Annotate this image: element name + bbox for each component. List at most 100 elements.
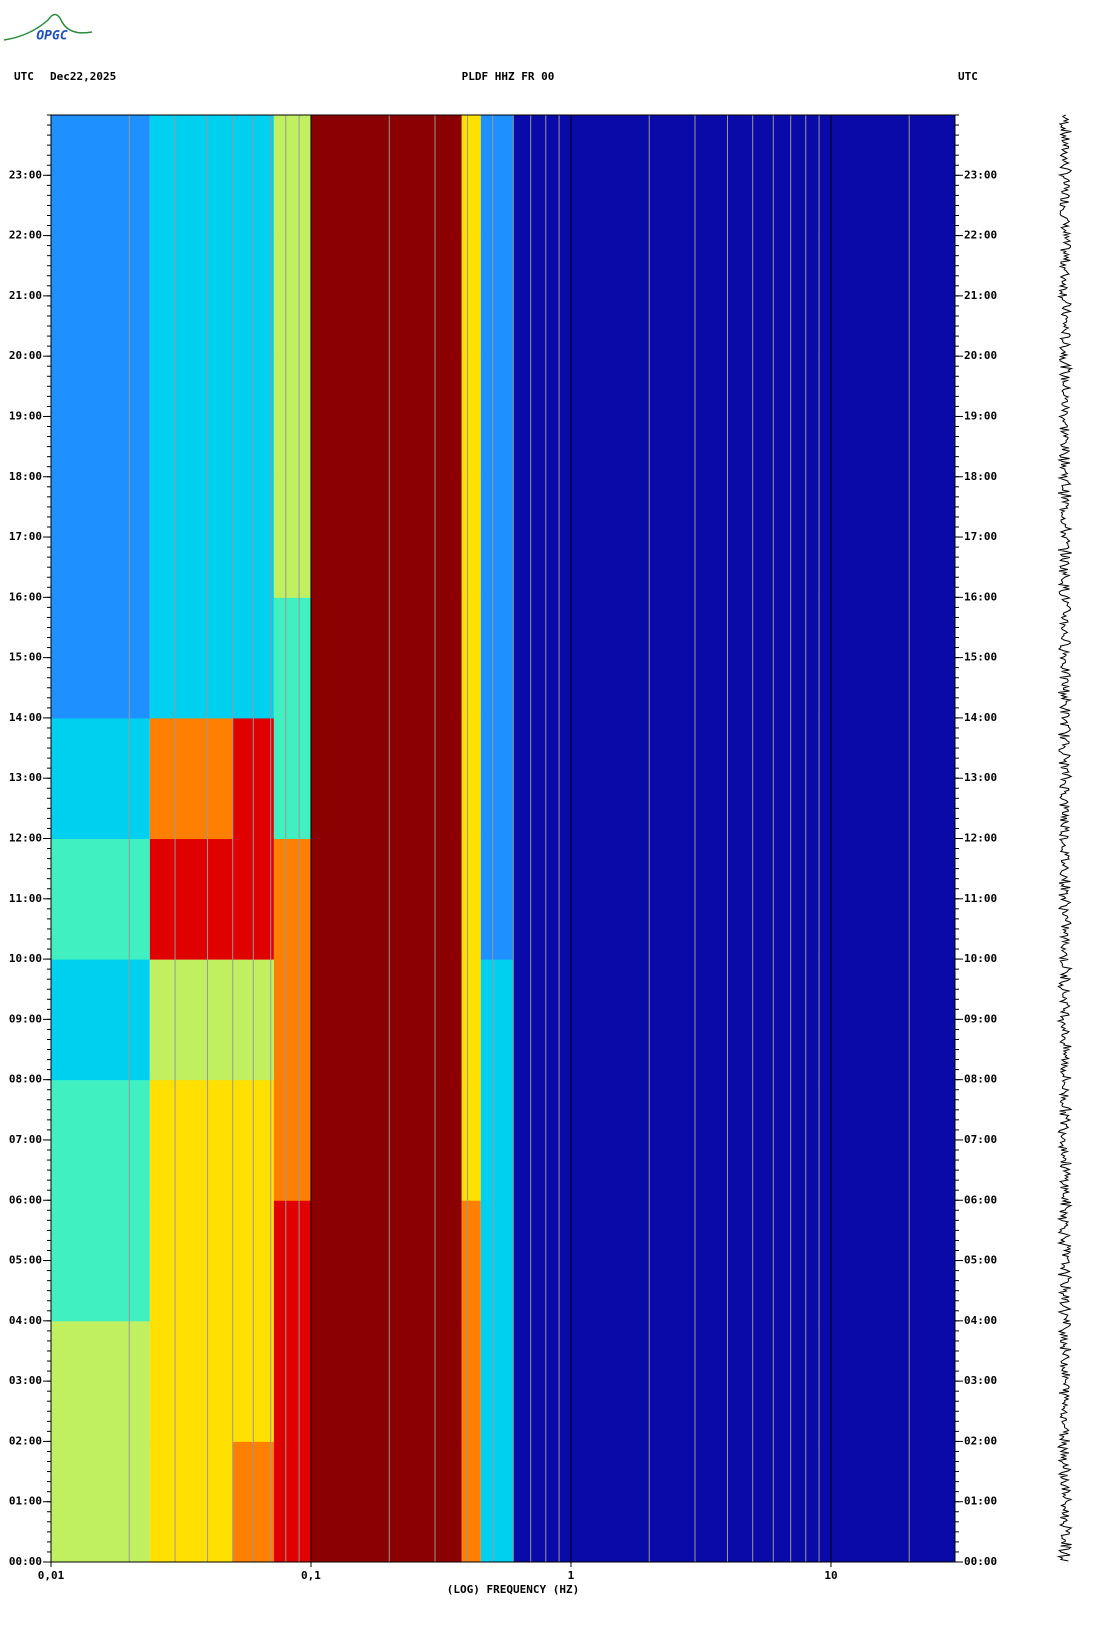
- y-tick-label: 19:00: [964, 409, 997, 422]
- y-tick-label: 23:00: [9, 168, 42, 181]
- heatmap-cell: [273, 1200, 311, 1322]
- y-tick-label: 15:00: [9, 651, 42, 664]
- heatmap-cell: [513, 717, 955, 839]
- y-tick-label: 21:00: [964, 289, 997, 302]
- heatmap-cell: [51, 476, 150, 598]
- heatmap-cell: [461, 1320, 481, 1442]
- heatmap-cell: [273, 1079, 311, 1201]
- heatmap-cell: [51, 235, 150, 357]
- heatmap-cell: [310, 235, 462, 357]
- heatmap-cell: [310, 1320, 462, 1442]
- heatmap-cell: [480, 717, 514, 839]
- heatmap-cell: [273, 1441, 311, 1563]
- y-tick-label: 08:00: [964, 1073, 997, 1086]
- y-tick-label: 17:00: [964, 530, 997, 543]
- heatmap-cell: [149, 838, 233, 960]
- y-tick-label: 06:00: [964, 1193, 997, 1206]
- heatmap-cell: [273, 1320, 311, 1442]
- y-tick-label: 22:00: [964, 229, 997, 242]
- heatmap-cell: [273, 356, 311, 478]
- y-tick-label: 21:00: [9, 289, 42, 302]
- heatmap-cell: [310, 1441, 462, 1563]
- heatmap-cell: [461, 476, 481, 598]
- heatmap-cell: [480, 115, 514, 237]
- heatmap-cell: [461, 1200, 481, 1322]
- heatmap-cell: [461, 717, 481, 839]
- y-tick-label: 23:00: [964, 168, 997, 181]
- heatmap-cell: [149, 717, 233, 839]
- heatmap-cell: [51, 356, 150, 478]
- heatmap-cell: [149, 1441, 233, 1563]
- heatmap-cell: [51, 1079, 150, 1201]
- y-tick-label: 16:00: [9, 590, 42, 603]
- y-tick-label: 02:00: [964, 1434, 997, 1447]
- y-tick-label: 08:00: [9, 1073, 42, 1086]
- heatmap-cell: [461, 1441, 481, 1563]
- y-tick-label: 11:00: [9, 892, 42, 905]
- y-tick-label: 00:00: [9, 1555, 42, 1568]
- heatmap-cell: [310, 356, 462, 478]
- heatmap-cell: [149, 1079, 233, 1201]
- heatmap-cell: [461, 959, 481, 1081]
- y-tick-label: 18:00: [9, 470, 42, 483]
- heatmap-cell: [51, 1320, 150, 1442]
- heatmap-cell: [461, 838, 481, 960]
- heatmap-cell: [310, 597, 462, 719]
- heatmap-cell: [480, 1441, 514, 1563]
- heatmap-cell: [149, 356, 233, 478]
- y-tick-label: 10:00: [9, 952, 42, 965]
- y-tick-label: 03:00: [9, 1374, 42, 1387]
- heatmap-cell: [310, 115, 462, 237]
- heatmap-cell: [480, 1200, 514, 1322]
- y-tick-label: 17:00: [9, 530, 42, 543]
- heatmap-cell: [461, 356, 481, 478]
- heatmap-cell: [51, 959, 150, 1081]
- heatmap-cell: [149, 959, 233, 1081]
- heatmap-cell: [273, 717, 311, 839]
- heatmap-cell: [513, 1079, 955, 1201]
- heatmap-cell: [273, 235, 311, 357]
- heatmap-cell: [149, 115, 233, 237]
- heatmap-cell: [480, 235, 514, 357]
- y-tick-label: 13:00: [9, 771, 42, 784]
- heatmap-cell: [513, 115, 955, 237]
- heatmap-cell: [149, 1200, 233, 1322]
- heatmap-cell: [149, 235, 233, 357]
- heatmap-cell: [480, 959, 514, 1081]
- y-tick-label: 16:00: [964, 590, 997, 603]
- heatmap-cell: [461, 597, 481, 719]
- y-tick-label: 11:00: [964, 892, 997, 905]
- heatmap-cell: [310, 476, 462, 598]
- x-tick-label: 0,1: [301, 1569, 321, 1582]
- y-tick-label: 18:00: [964, 470, 997, 483]
- y-tick-label: 02:00: [9, 1434, 42, 1447]
- heatmap-cell: [513, 356, 955, 478]
- heatmap-cell: [513, 838, 955, 960]
- x-axis-label: (LOG) FREQUENCY (HZ): [447, 1583, 579, 1596]
- y-tick-label: 09:00: [9, 1012, 42, 1025]
- y-tick-label: 14:00: [964, 711, 997, 724]
- left-label: UTC: [14, 70, 34, 83]
- y-tick-label: 13:00: [964, 771, 997, 784]
- y-tick-label: 07:00: [9, 1133, 42, 1146]
- y-tick-label: 00:00: [964, 1555, 997, 1568]
- y-tick-label: 05:00: [9, 1254, 42, 1267]
- heatmap-cell: [513, 1200, 955, 1322]
- x-tick-label: 10: [824, 1569, 837, 1582]
- heatmap-cell: [513, 1320, 955, 1442]
- heatmap-cell: [273, 959, 311, 1081]
- heatmap-cell: [51, 1200, 150, 1322]
- heatmap-cell: [513, 1441, 955, 1563]
- y-tick-label: 10:00: [964, 952, 997, 965]
- y-tick-label: 12:00: [964, 832, 997, 845]
- x-tick-label: 1: [568, 1569, 575, 1582]
- y-tick-label: 20:00: [964, 349, 997, 362]
- heatmap-cell: [513, 959, 955, 1081]
- y-tick-label: 12:00: [9, 832, 42, 845]
- seismogram-trace: [1056, 114, 1074, 1562]
- heatmap-cell: [149, 476, 233, 598]
- y-tick-label: 20:00: [9, 349, 42, 362]
- y-tick-label: 05:00: [964, 1254, 997, 1267]
- right-label: UTC: [958, 70, 978, 83]
- heatmap-cell: [273, 115, 311, 237]
